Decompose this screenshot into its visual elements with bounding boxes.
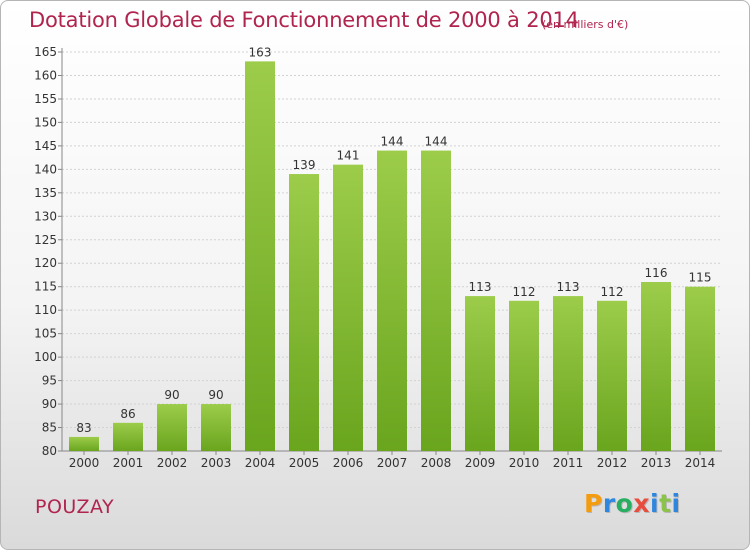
y-tick-label: 90 bbox=[42, 397, 57, 411]
data-label-2004: 163 bbox=[249, 45, 272, 59]
bar-2008 bbox=[421, 150, 451, 451]
bar-2001 bbox=[113, 422, 143, 451]
x-tick-label-2000: 2000 bbox=[69, 456, 100, 470]
bar-2009 bbox=[465, 296, 495, 451]
data-label-2011: 113 bbox=[557, 280, 580, 294]
data-label-2002: 90 bbox=[164, 388, 179, 402]
data-label-2014: 115 bbox=[689, 271, 712, 285]
y-tick-label: 130 bbox=[34, 209, 57, 223]
y-tick-label: 95 bbox=[42, 374, 57, 388]
data-label-2008: 144 bbox=[425, 135, 448, 149]
bar-2014 bbox=[685, 286, 715, 451]
y-tick-label: 80 bbox=[42, 444, 57, 458]
y-tick-label: 165 bbox=[34, 45, 57, 59]
y-tick-label: 120 bbox=[34, 256, 57, 270]
y-tick-label: 160 bbox=[34, 68, 57, 82]
x-tick-label-2003: 2003 bbox=[201, 456, 232, 470]
y-tick-label: 110 bbox=[34, 303, 57, 317]
y-tick-label: 85 bbox=[42, 421, 57, 435]
x-tick-label-2005: 2005 bbox=[289, 456, 320, 470]
bar-2007 bbox=[377, 150, 407, 451]
data-label-2010: 112 bbox=[513, 285, 536, 299]
x-tick-label-2001: 2001 bbox=[113, 456, 144, 470]
data-label-2001: 86 bbox=[120, 407, 135, 421]
bar-2002 bbox=[157, 404, 187, 451]
x-tick-label-2008: 2008 bbox=[421, 456, 452, 470]
x-tick-label-2009: 2009 bbox=[465, 456, 496, 470]
x-tick-label-2012: 2012 bbox=[597, 456, 628, 470]
data-label-2009: 113 bbox=[469, 280, 492, 294]
data-label-2013: 116 bbox=[645, 266, 668, 280]
logo-letter: x bbox=[633, 489, 650, 518]
x-tick-label-2006: 2006 bbox=[333, 456, 364, 470]
bar-2010 bbox=[509, 300, 539, 451]
bar-2006 bbox=[333, 164, 363, 452]
bar-2011 bbox=[553, 296, 583, 451]
x-tick-label-2014: 2014 bbox=[685, 456, 716, 470]
proxiti-logo: Proxiti bbox=[584, 489, 681, 518]
bars bbox=[69, 61, 715, 452]
place-name: POUZAY bbox=[35, 496, 115, 518]
y-tick-label: 105 bbox=[34, 327, 57, 341]
bar-2003 bbox=[201, 404, 231, 451]
bar-2004 bbox=[245, 61, 275, 451]
data-label-2000: 83 bbox=[76, 421, 91, 435]
y-tick-label: 125 bbox=[34, 233, 57, 247]
data-label-2007: 144 bbox=[381, 135, 404, 149]
data-label-2005: 139 bbox=[293, 158, 316, 172]
y-tick-label: 135 bbox=[34, 186, 57, 200]
chart-title: Dotation Globale de Fonctionnement de 20… bbox=[29, 8, 579, 32]
logo-letter: t bbox=[659, 489, 672, 518]
y-tick-label: 145 bbox=[34, 139, 57, 153]
bar-2012 bbox=[597, 300, 627, 451]
bar-2005 bbox=[289, 174, 319, 451]
y-tick-label: 150 bbox=[34, 115, 57, 129]
bar-2000 bbox=[69, 436, 99, 451]
y-tick-label: 140 bbox=[34, 162, 57, 176]
logo-letter: i bbox=[671, 489, 681, 518]
logo-letter: r bbox=[602, 489, 616, 518]
chart-unit: (en milliers d'€) bbox=[542, 18, 629, 31]
data-label-2006: 141 bbox=[337, 149, 360, 163]
x-tick-label-2007: 2007 bbox=[377, 456, 408, 470]
y-tick-label: 155 bbox=[34, 92, 57, 106]
logo-letter: P bbox=[584, 489, 603, 518]
data-label-2003: 90 bbox=[208, 388, 223, 402]
y-tick-label: 115 bbox=[34, 280, 57, 294]
x-tick-label-2004: 2004 bbox=[245, 456, 276, 470]
x-tick-label-2010: 2010 bbox=[509, 456, 540, 470]
labels: 80 85 90 95 100 105 110 115 120 125 130 135 140 145 15… bbox=[34, 45, 715, 470]
data-label-2012: 112 bbox=[601, 285, 624, 299]
y-tick-label: 100 bbox=[34, 350, 57, 364]
logo-letter: i bbox=[650, 489, 660, 518]
logo-letter: o bbox=[615, 489, 634, 518]
x-tick-label-2011: 2011 bbox=[553, 456, 584, 470]
x-tick-label-2002: 2002 bbox=[157, 456, 188, 470]
x-tick-label-2013: 2013 bbox=[641, 456, 672, 470]
bar-2013 bbox=[641, 282, 671, 451]
